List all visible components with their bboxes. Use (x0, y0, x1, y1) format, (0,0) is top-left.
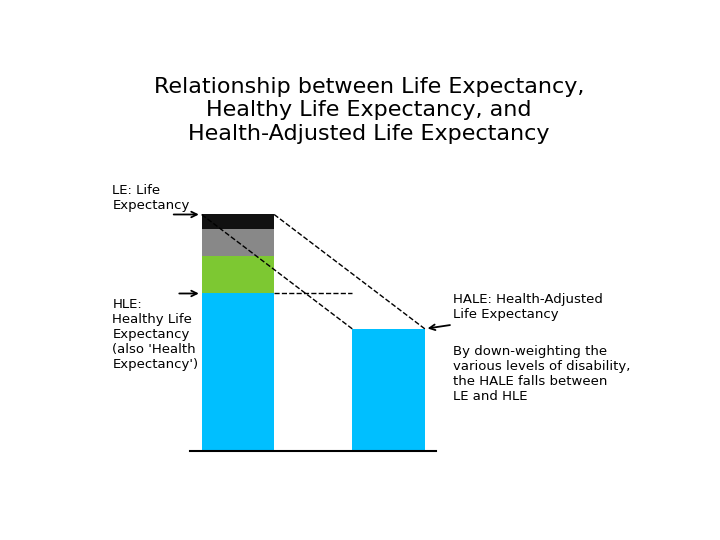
Bar (202, 293, 274, 451)
Text: Relationship between Life Expectancy,
Healthy Life Expectancy, and
Health-Adjust: Relationship between Life Expectancy, He… (154, 77, 584, 144)
Bar (202, 214, 274, 229)
Bar (202, 229, 274, 256)
Text: LE: Life
Expectancy: LE: Life Expectancy (112, 184, 189, 212)
Bar (202, 256, 274, 294)
Bar (352, 329, 425, 451)
Text: HALE: Health-Adjusted
Life Expectancy: HALE: Health-Adjusted Life Expectancy (453, 293, 603, 321)
Text: HLE:
Healthy Life
Expectancy
(also 'Health
Expectancy'): HLE: Healthy Life Expectancy (also 'Heal… (112, 298, 199, 370)
Text: By down-weighting the
various levels of disability,
the HALE falls between
LE an: By down-weighting the various levels of … (453, 346, 630, 403)
